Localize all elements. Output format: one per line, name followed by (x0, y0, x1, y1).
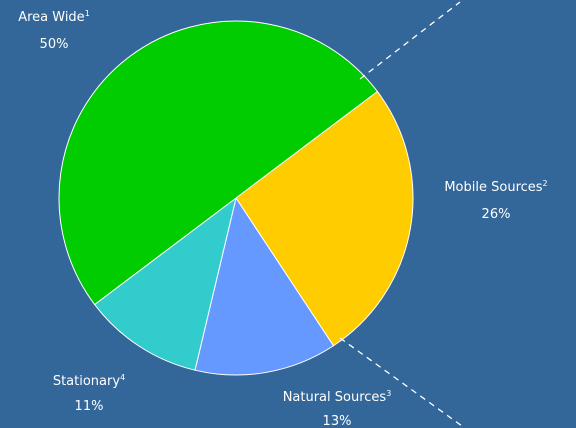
slice-label-mobile-sources: Mobile Sources2 (444, 179, 547, 195)
pie-slice-stationary (93, 196, 237, 371)
slice-label-area-wide: Area Wide1 (18, 9, 90, 25)
leader-lines (339, 1, 463, 427)
slice-value-stationary: 11% (75, 399, 104, 414)
pie-slice-area-wide (58, 20, 379, 306)
leader-line-natural (339, 337, 463, 427)
leader-line-mobile (359, 1, 461, 80)
pie-slice-mobile-sources (235, 90, 414, 347)
pie-slices (58, 20, 414, 376)
slice-label-natural-sources: Natural Sources3 (283, 389, 392, 405)
slice-label-stationary: Stationary4 (53, 373, 125, 389)
pie-slice-natural-sources (194, 196, 335, 376)
slice-value-area-wide: 50% (40, 37, 69, 52)
slice-value-mobile-sources: 26% (482, 207, 511, 222)
slice-value-natural-sources: 13% (323, 414, 352, 428)
